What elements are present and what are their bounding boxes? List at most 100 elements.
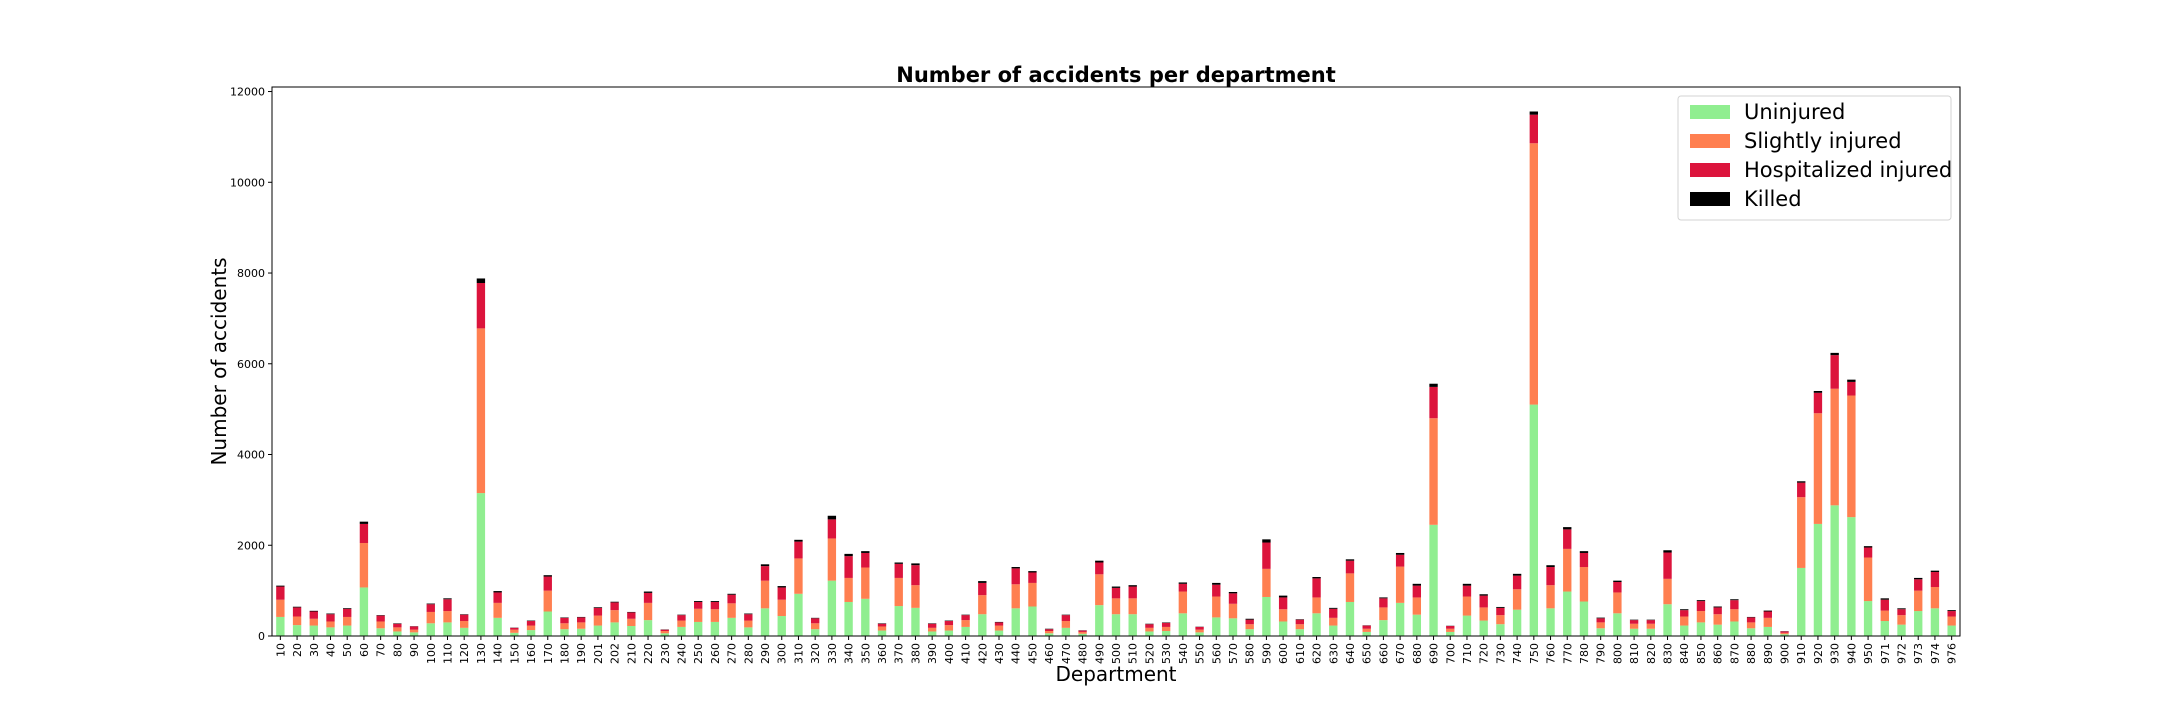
legend-swatch: [1690, 163, 1730, 177]
bar-340-series-0: [844, 601, 853, 636]
bar-30-series-3: [309, 610, 318, 612]
bar-330-series-1: [827, 538, 837, 581]
bar-510-series-3: [1128, 585, 1137, 587]
bar-880-series-1: [1746, 622, 1756, 629]
bar-100-series-3: [426, 603, 435, 605]
x-tick-label: 470: [1060, 643, 1073, 664]
bar-90-series-0: [409, 632, 419, 636]
x-tick-label: 974: [1929, 643, 1942, 664]
bar-310-series-1: [794, 558, 803, 594]
x-tick-label: 10: [274, 643, 287, 657]
x-tick-label: 560: [1210, 643, 1223, 664]
bar-910-series-0: [1797, 567, 1806, 636]
bar-600-series-0: [1278, 621, 1288, 636]
bar-230-series-2: [660, 629, 669, 632]
bar-50-series-0: [343, 625, 352, 636]
bar-930-series-2: [1830, 355, 1839, 389]
bar-450-series-2: [1028, 572, 1037, 583]
bar-50-series-1: [343, 616, 352, 626]
bar-800-series-0: [1613, 613, 1622, 636]
x-tick-label: 270: [726, 643, 739, 664]
x-tick-label: 940: [1845, 643, 1858, 664]
x-tick-label: 210: [625, 643, 638, 664]
bar-100-series-0: [426, 623, 435, 636]
bar-974-series-2: [1930, 572, 1940, 587]
bar-240-series-0: [677, 626, 686, 636]
bar-870-series-2: [1730, 600, 1739, 610]
x-tick-label: 460: [1043, 643, 1056, 664]
bar-20-series-1: [292, 616, 302, 626]
y-axis-title: Number of accidents: [207, 257, 231, 465]
bar-201-series-2: [593, 607, 603, 616]
bar-810-series-2: [1629, 620, 1639, 624]
bar-540-series-1: [1178, 591, 1188, 614]
bar-10-series-1: [276, 599, 285, 617]
bar-820-series-0: [1646, 628, 1655, 636]
y-tick-label: 8000: [237, 267, 265, 280]
bar-690-series-0: [1429, 524, 1438, 636]
bar-260-series-0: [710, 621, 720, 636]
bar-290-series-3: [760, 564, 770, 567]
bar-160-series-0: [526, 630, 536, 636]
bar-120-series-0: [460, 627, 469, 636]
bar-840-series-1: [1680, 616, 1689, 626]
x-tick-label: 890: [1762, 643, 1775, 664]
bar-640-series-0: [1345, 601, 1355, 636]
bar-60-series-2: [359, 523, 369, 543]
bar-190-series-2: [577, 617, 586, 623]
x-tick-label: 350: [859, 643, 872, 664]
legend-swatch: [1690, 192, 1730, 206]
bar-100-series-2: [426, 604, 435, 612]
x-tick-label: 850: [1695, 643, 1708, 664]
bar-972-series-0: [1897, 624, 1906, 636]
x-tick-label: 973: [1912, 643, 1925, 664]
y-tick-label: 6000: [237, 358, 265, 371]
x-tick-label: 202: [609, 643, 622, 664]
bar-870-series-0: [1730, 621, 1739, 636]
bar-70-series-1: [376, 621, 385, 629]
bar-880-series-2: [1746, 617, 1756, 623]
chart-title: Number of accidents per department: [896, 63, 1336, 87]
x-tick-label: 140: [492, 643, 505, 664]
x-tick-label: 220: [642, 643, 655, 664]
x-tick-label: 860: [1712, 643, 1725, 664]
legend: Uninjured Slightly injured Hospitalized in…: [1677, 95, 1952, 221]
bar-110-series-0: [443, 622, 452, 636]
bar-976-series-2: [1947, 611, 1956, 617]
x-tick-label: 50: [341, 643, 354, 657]
y-tick-label: 12000: [230, 86, 265, 99]
bar-260-series-1: [710, 609, 720, 622]
legend-label: Uninjured: [1744, 100, 1845, 124]
legend-swatch: [1690, 134, 1730, 148]
x-tick-label: 540: [1177, 643, 1190, 664]
bar-150-series-1: [510, 629, 519, 633]
bar-220-series-3: [643, 591, 653, 593]
bar-220-series-0: [643, 620, 653, 636]
x-tick-label: 410: [960, 643, 973, 664]
bar-670-series-1: [1395, 566, 1405, 603]
bar-100-series-1: [426, 611, 435, 624]
bar-920-series-2: [1813, 392, 1823, 414]
bar-580-series-0: [1245, 629, 1254, 636]
bar-680-series-0: [1412, 614, 1422, 636]
bar-40-series-1: [326, 621, 335, 628]
bar-280-series-3: [744, 613, 753, 615]
bar-860-series-3: [1713, 606, 1722, 608]
x-tick-label: 710: [1461, 643, 1474, 664]
x-tick-label: 760: [1545, 643, 1558, 664]
bar-490-series-3: [1095, 560, 1104, 563]
bar-800-series-1: [1613, 592, 1622, 614]
bar-370-series-1: [894, 577, 903, 607]
bar-380-series-2: [911, 565, 920, 586]
bar-440-series-3: [1011, 567, 1020, 569]
bar-840-series-3: [1680, 609, 1689, 611]
bar-270-series-2: [727, 594, 736, 604]
bar-30-series-2: [309, 611, 318, 619]
x-tick-label: 660: [1377, 643, 1390, 664]
bar-110-series-2: [443, 599, 452, 612]
x-tick-label: 630: [1327, 643, 1340, 664]
bars-layer: [276, 111, 1956, 636]
bar-600-series-2: [1278, 597, 1288, 610]
bar-10-series-3: [276, 585, 285, 587]
